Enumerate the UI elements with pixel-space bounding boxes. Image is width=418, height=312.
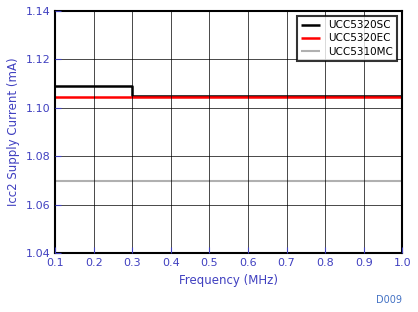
Line: UCC5320SC: UCC5320SC [55, 86, 402, 96]
UCC5320SC [400, 94, 405, 98]
Y-axis label: Icc2 Supply Current (mA): Icc2 Supply Current (mA) [7, 58, 20, 207]
UCC5320SC [130, 94, 135, 98]
UCC5320SC [53, 84, 58, 88]
Text: D009: D009 [376, 295, 402, 305]
X-axis label: Frequency (MHz): Frequency (MHz) [179, 274, 278, 287]
UCC5320SC [130, 84, 135, 88]
Legend: UCC5320SC, UCC5320EC, UCC5310MC: UCC5320SC, UCC5320EC, UCC5310MC [297, 16, 397, 61]
